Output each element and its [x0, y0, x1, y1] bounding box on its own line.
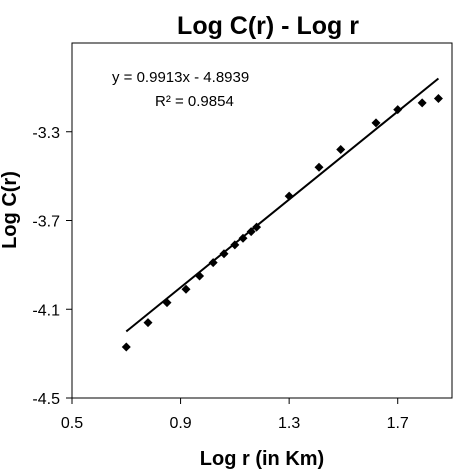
data-point — [238, 233, 248, 243]
x-axis-label: Log r (in Km) — [200, 448, 324, 470]
chart-title: Log C(r) - Log r — [177, 12, 359, 40]
y-tick-label: -4.1 — [32, 302, 60, 319]
data-point — [371, 118, 381, 128]
data-point — [252, 222, 262, 232]
data-point — [314, 162, 324, 172]
trendline — [125, 77, 440, 333]
x-tick-label: 1.7 — [387, 415, 409, 432]
y-tick-label: -3.3 — [32, 125, 60, 142]
r-squared-label: R² = 0.9854 — [155, 93, 234, 110]
x-tick-label: 0.5 — [61, 415, 83, 432]
x-tick-label: 1.3 — [278, 415, 300, 432]
y-tick-label: -3.7 — [32, 214, 60, 231]
data-point — [230, 240, 240, 250]
data-point — [143, 318, 153, 328]
x-axis-ticks: 0.5 0.9 1.3 1.7 — [61, 398, 409, 432]
data-points — [121, 93, 443, 352]
data-point — [393, 105, 403, 115]
data-point — [433, 93, 443, 103]
data-point — [246, 227, 256, 237]
data-point — [181, 284, 191, 294]
y-axis-ticks: -4.5 -4.1 -3.7 -3.3 — [32, 125, 72, 408]
x-tick-label: 0.9 — [169, 415, 191, 432]
data-point — [195, 271, 205, 281]
y-axis-label: Log C(r) — [0, 171, 21, 249]
data-point — [162, 298, 172, 308]
data-point — [208, 258, 218, 268]
data-point — [417, 98, 427, 108]
y-tick-label: -4.5 — [32, 391, 60, 408]
data-point — [219, 249, 229, 259]
data-point — [284, 191, 294, 201]
data-point — [336, 145, 346, 154]
trendline-equation: y = 0.9913x - 4.8939 — [112, 69, 249, 86]
data-point — [121, 342, 131, 352]
